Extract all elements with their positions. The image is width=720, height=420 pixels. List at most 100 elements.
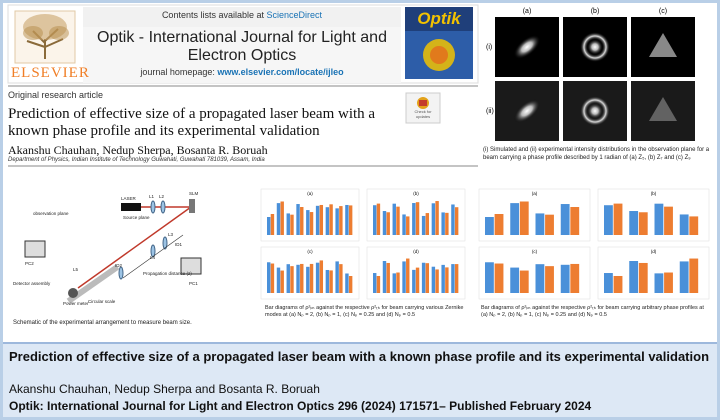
decor-bar — [570, 207, 580, 235]
decor-bar — [339, 206, 343, 235]
intensity-spot — [513, 35, 541, 59]
rail — [66, 264, 120, 304]
zernike-caption: Bar diagrams of ρ²ᵢₘ against the respect… — [265, 305, 464, 318]
decor-bar — [290, 214, 294, 235]
decor-bar — [348, 276, 353, 293]
panel-label: (a) — [532, 191, 538, 196]
decor-bar — [435, 269, 439, 293]
sciencedirect-link[interactable]: ScienceDirect — [266, 10, 323, 20]
decor-bar — [679, 214, 689, 235]
decor-bar — [415, 202, 420, 235]
homepage: journal homepage: www.elsevier.com/locat… — [83, 67, 401, 77]
setup-label: observation plane — [33, 211, 69, 216]
decor-bar — [519, 201, 529, 235]
intensity-spot — [587, 39, 603, 55]
intensity-figure: (a) (b) (c) (i) (ii) — [483, 5, 713, 145]
decor-bar — [267, 217, 271, 235]
decor-bar — [319, 204, 324, 235]
decor-bar — [402, 214, 406, 235]
decor-bar — [425, 213, 430, 235]
decor-bar — [376, 203, 381, 235]
decor-bar — [296, 264, 300, 293]
decor-bar — [406, 258, 410, 293]
decor-bar — [664, 272, 673, 293]
homepage-text: journal homepage: — [140, 67, 215, 77]
journal-cover — [405, 7, 473, 79]
homepage-link[interactable]: www.elsevier.com/locate/ijleo — [217, 67, 344, 77]
setup-label: ID2 — [115, 263, 123, 268]
decor-bar — [396, 206, 400, 235]
decor-bar — [325, 269, 330, 293]
decor-bar — [412, 203, 416, 235]
footer-authors: Akanshu Chauhan, Nedup Sherpa and Bosant… — [9, 382, 320, 396]
decor-bar — [329, 270, 333, 293]
power-meter — [68, 288, 78, 298]
decor-bar — [535, 213, 545, 235]
decor-bar — [345, 204, 349, 235]
publisher-logo — [14, 10, 76, 64]
column-label: (a) — [523, 8, 532, 15]
decor-bar — [494, 214, 504, 235]
lens — [160, 200, 166, 214]
decor-bar — [396, 272, 400, 293]
decor-bar — [376, 275, 381, 293]
affiliation: Department of Physics, Indian Institute … — [8, 157, 265, 163]
publisher-name: ELSEVIER — [11, 65, 90, 81]
decor-bar — [382, 261, 387, 293]
arbitrary-bar-figure: (a) (b) (c) (d) — [478, 188, 710, 300]
decor-bar — [638, 262, 648, 293]
decor-bar — [454, 207, 459, 235]
lens — [150, 244, 156, 258]
decor-bar — [485, 262, 494, 293]
beam — [77, 206, 192, 289]
setup-label: L2 — [159, 194, 165, 199]
decor-bar — [664, 206, 673, 235]
distance-arrow — [122, 234, 184, 279]
decor-bar — [276, 267, 281, 293]
decor-bar — [296, 204, 300, 235]
decor-bar — [286, 264, 290, 293]
intensity-spot — [587, 103, 603, 119]
decor-bar — [270, 263, 275, 293]
cover-title: Optik — [417, 9, 461, 28]
decor-bar — [431, 266, 436, 293]
decor-bar — [373, 205, 377, 235]
lens — [150, 200, 156, 214]
decor-bar — [510, 267, 520, 293]
setup-label: Circular scale — [88, 299, 116, 304]
setup-label: Power meter — [63, 301, 89, 306]
decor-bar — [325, 207, 330, 235]
decor-bar — [386, 262, 390, 293]
journal-bar — [83, 27, 401, 83]
decor-bar — [315, 262, 320, 293]
decor-bar — [441, 264, 445, 293]
setup-label: PC1 — [189, 281, 198, 286]
badge-text[interactable]: Check for updates — [414, 109, 432, 119]
decor-bar — [689, 216, 699, 235]
decor-bar — [445, 267, 449, 293]
article-authors: Akanshu Chauhan, Nedup Sherpa, Bosanta R… — [8, 143, 268, 157]
footer-title: Prediction of effective size of a propag… — [9, 349, 710, 364]
decor-bar — [386, 212, 390, 235]
decor-bar — [392, 203, 396, 235]
panel-label: (c) — [532, 249, 538, 254]
decor-bar — [415, 267, 420, 293]
panel-label: (d) — [413, 249, 419, 254]
decor-bar — [454, 264, 459, 293]
decor-bar — [431, 203, 436, 235]
panel-label: (a) — [307, 191, 313, 196]
footer-band — [3, 343, 717, 417]
decor-bar — [560, 264, 570, 293]
decor-bar — [329, 204, 333, 235]
setup-label: SLM — [189, 191, 199, 196]
setup-caption: Schematic of the experimental arrangemen… — [13, 320, 192, 326]
lens — [118, 266, 124, 280]
setup-label: LASER — [121, 196, 137, 201]
decor-bar — [306, 266, 310, 293]
decor-bar — [335, 208, 339, 235]
decor-bar — [654, 203, 664, 235]
row-label: (ii) — [486, 108, 494, 115]
footer-citation: Optik: International Journal for Light a… — [9, 399, 592, 413]
decor-bar — [421, 262, 426, 293]
